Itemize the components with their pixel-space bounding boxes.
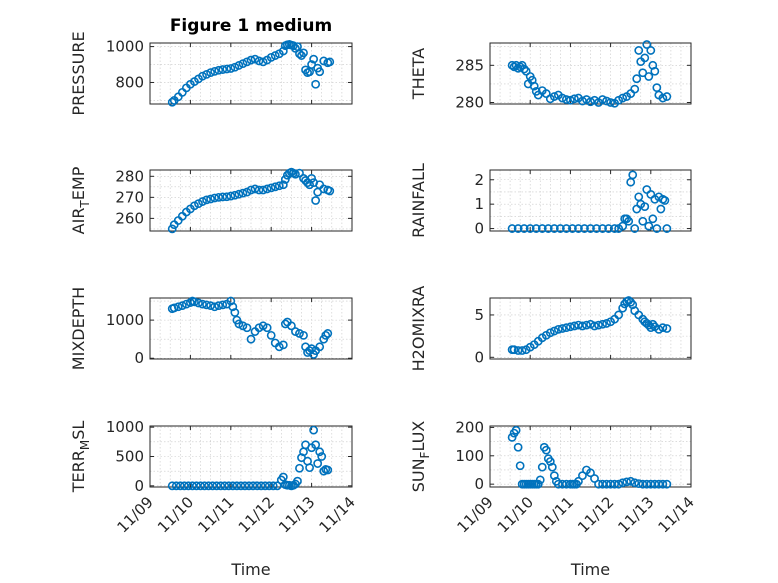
x-tick-label: 11/14 <box>316 493 359 536</box>
y-axis-label: RAINFALL <box>409 163 428 238</box>
y-tick-label: 0 <box>474 475 484 493</box>
x-tick-label: 11/11 <box>534 493 577 536</box>
y-tick-label: 0 <box>474 220 484 238</box>
x-tick-label: 11/12 <box>235 493 278 536</box>
x-tick-label: 11/11 <box>194 493 237 536</box>
x-tick-label: 11/09 <box>454 493 497 536</box>
y-tick-label: 1000 <box>106 311 144 329</box>
y-tick-label: 280 <box>115 167 144 185</box>
y-tick-label: 1 <box>474 195 484 213</box>
subplot-8: 0 100 200 11/0911/1011/1111/1211/1311/14 Tim… <box>409 418 698 579</box>
y-axis-label: AIRTEMP <box>69 166 92 234</box>
y-tick-label: 260 <box>115 209 144 227</box>
x-tick-label: 11/09 <box>114 493 157 536</box>
chart-title: Figure 1 medium <box>170 16 332 36</box>
subplot-2: 280 285 THETA <box>409 41 691 112</box>
y-axis-label: SUNFLUX <box>409 421 432 493</box>
y-tick-label: 1000 <box>106 38 144 56</box>
y-tick-label: 285 <box>455 56 484 74</box>
y-tick-label: 800 <box>115 73 144 91</box>
y-tick-label: 270 <box>115 188 144 206</box>
y-tick-label: 200 <box>455 418 484 436</box>
y-axis-label: H2OMIXRA <box>409 286 428 372</box>
subplot-1: 800 1000 PRESSURE <box>69 31 352 115</box>
subplot-4: 0 1 2 RAINFALL <box>409 163 691 238</box>
y-axis-label: MIXDEPTH <box>69 287 88 370</box>
figure-canvas: Figure 1 medium 8001000PRESSURE 280285THE… <box>0 0 778 583</box>
y-tick-label: 0 <box>134 349 144 367</box>
y-tick-label: 100 <box>455 447 484 465</box>
subplot-3: 260 270 280 AIRTEMP <box>69 166 352 234</box>
x-tick-label: 11/10 <box>494 493 537 536</box>
y-tick-label: 0 <box>134 477 144 495</box>
subplot-background <box>150 170 352 231</box>
y-tick-label: 0 <box>474 348 484 366</box>
y-tick-label: 500 <box>115 448 144 466</box>
y-axis-label: THETA <box>409 48 428 100</box>
subplot-6: 0 5 H2OMIXRA <box>409 286 691 372</box>
y-tick-label: 280 <box>455 94 484 112</box>
subplot-5: 0 1000 MIXDEPTH <box>69 287 352 370</box>
x-axis-label: Time <box>230 560 270 579</box>
y-tick-label: 5 <box>474 306 484 324</box>
y-axis-label: TERRMSL <box>69 421 92 494</box>
y-axis-label: PRESSURE <box>69 31 88 115</box>
x-axis-label: Time <box>570 560 610 579</box>
x-tick-label: 11/13 <box>614 493 657 536</box>
x-tick-label: 11/10 <box>154 493 197 536</box>
y-tick-label: 2 <box>474 171 484 189</box>
x-tick-label: 11/14 <box>655 493 698 536</box>
subplot-7: 0 500 1000 11/0911/1011/1111/1211/1311/14 Ti… <box>69 418 359 579</box>
y-tick-label: 1000 <box>106 418 144 436</box>
x-tick-label: 11/12 <box>574 493 617 536</box>
x-tick-label: 11/13 <box>275 493 318 536</box>
